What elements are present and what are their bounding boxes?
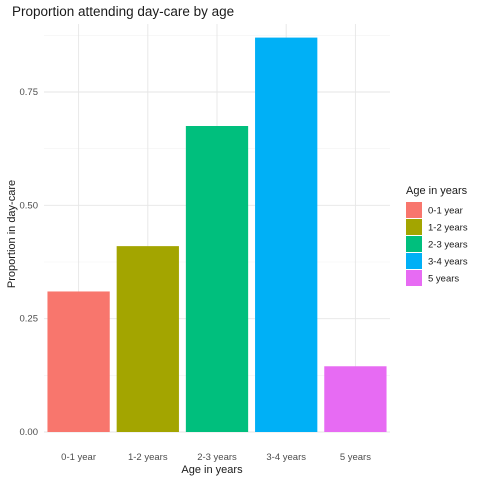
bars: [47, 37, 387, 432]
x-tick-label: 3-4 years: [266, 452, 306, 463]
x-tick-label: 2-3 years: [197, 452, 237, 463]
legend-label: 0-1 year: [428, 206, 463, 217]
x-tick-label: 0-1 year: [61, 452, 96, 463]
legend-swatch: [406, 202, 422, 218]
y-tick-label: 0.00: [20, 427, 39, 438]
y-axis-ticks: 0.00 0.25 0.50 0.75: [20, 87, 39, 438]
legend-title: Age in years: [406, 185, 468, 197]
legend: Age in years 0-1 year 1-2 years 2-3 years 3…: [406, 185, 468, 286]
y-tick-label: 0.50: [20, 200, 39, 211]
bar-3-4-years: [255, 37, 318, 432]
bar-0-1-year: [47, 291, 110, 432]
bar-5-years: [324, 366, 387, 432]
legend-label: 5 years: [428, 274, 459, 285]
x-axis-ticks: 0-1 year 1-2 years 2-3 years 3-4 years 5 yea…: [61, 452, 371, 463]
legend-label: 2-3 years: [428, 240, 468, 251]
bar-1-2-years: [116, 246, 179, 432]
x-axis-title: Age in years: [181, 464, 243, 476]
y-tick-label: 0.75: [20, 87, 39, 98]
x-tick-label: 5 years: [340, 452, 371, 463]
chart-title: Proportion attending day-care by age: [12, 4, 234, 19]
legend-swatch: [406, 219, 422, 235]
legend-label: 1-2 years: [428, 223, 468, 234]
legend-swatch: [406, 253, 422, 269]
x-tick-label: 1-2 years: [128, 452, 168, 463]
bar-2-3-years: [185, 126, 249, 432]
y-axis-title: Proportion in day-care: [6, 180, 18, 288]
legend-swatch: [406, 270, 422, 286]
legend-swatch: [406, 236, 422, 252]
legend-label: 3-4 years: [428, 257, 468, 268]
y-tick-label: 0.25: [20, 314, 39, 325]
